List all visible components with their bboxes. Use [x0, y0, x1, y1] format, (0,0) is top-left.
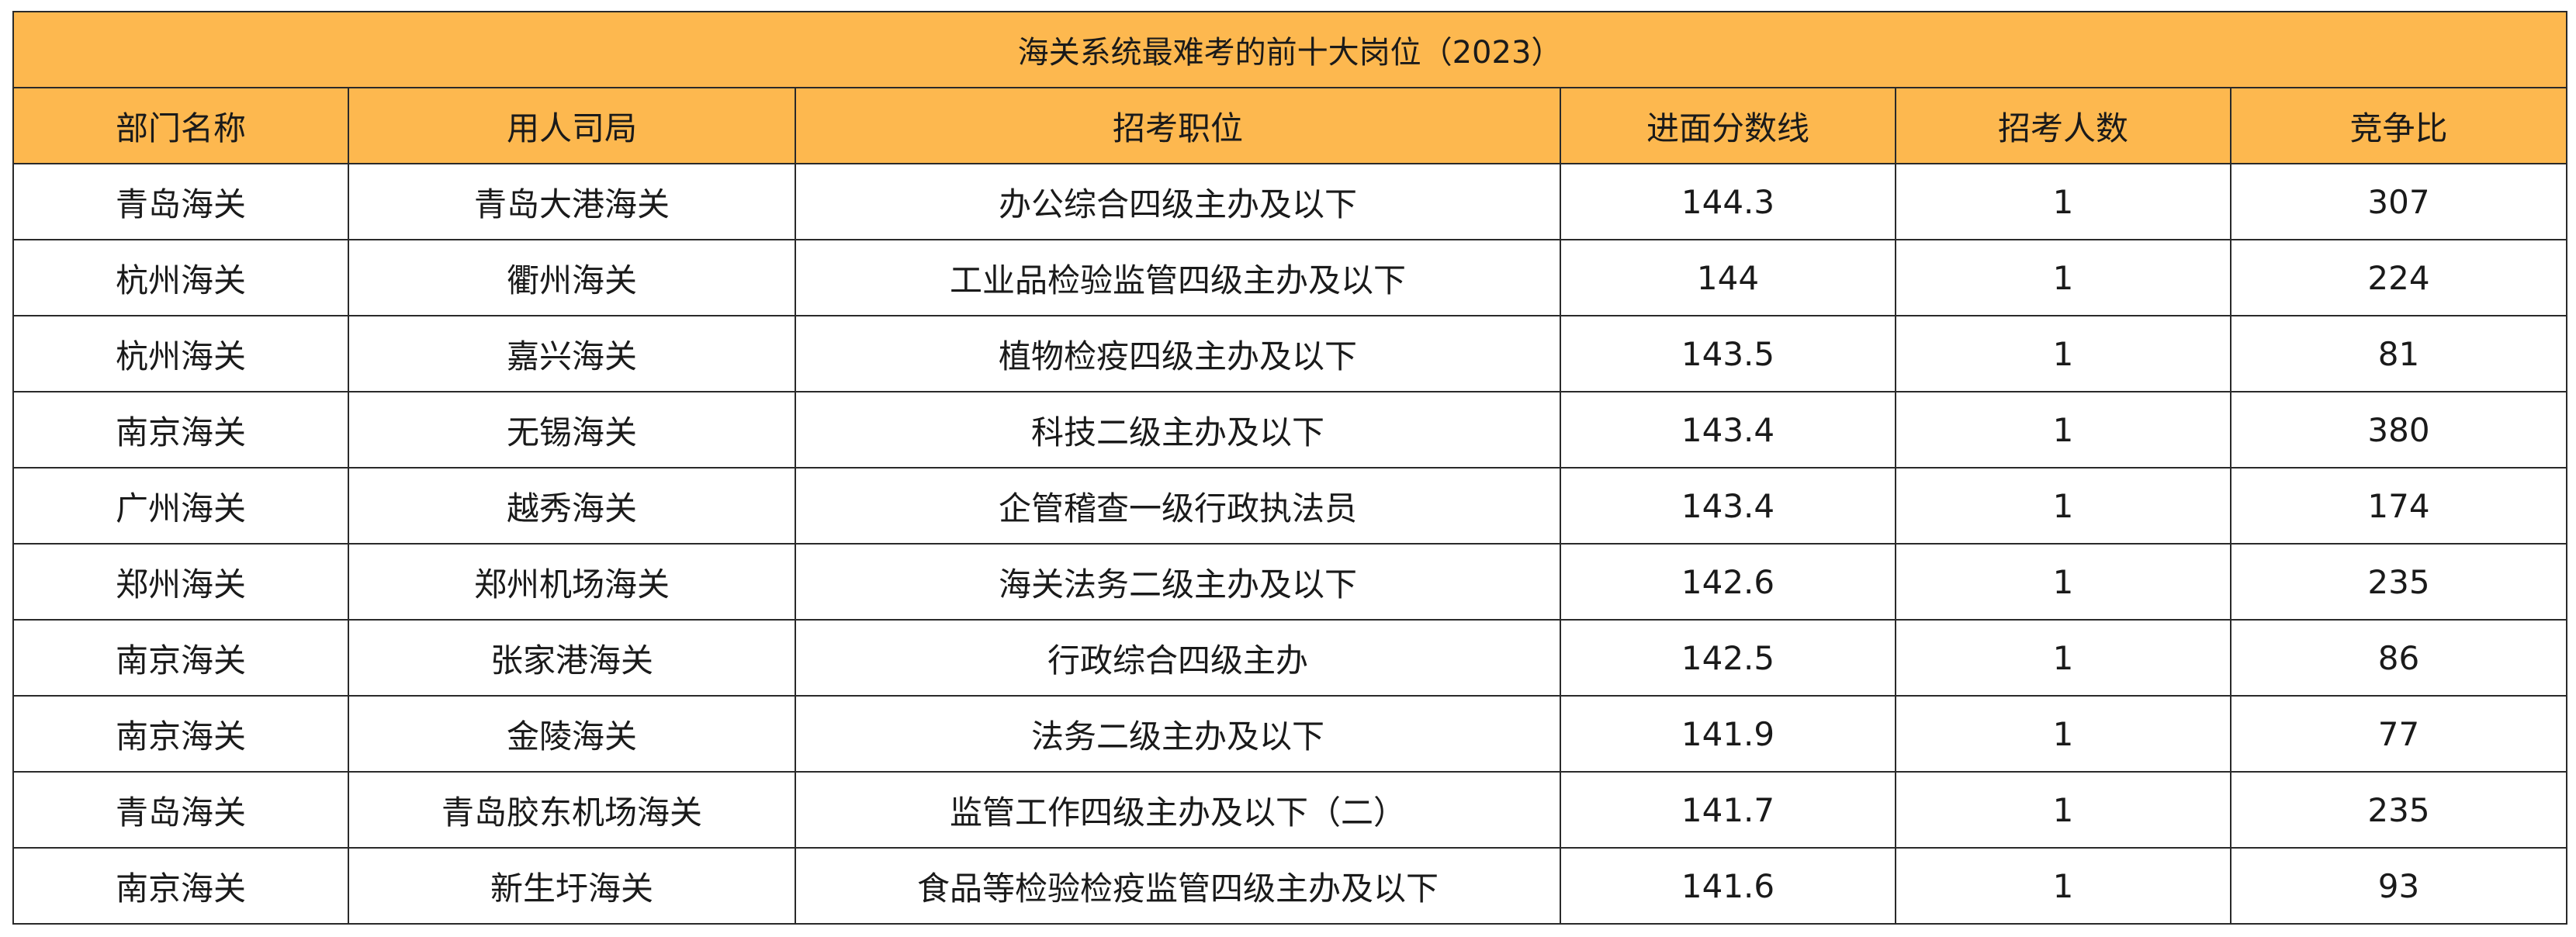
column-header-department: 部门名称	[12, 87, 349, 164]
cell-department: 青岛海关	[12, 771, 349, 849]
cell-cutoff-score: 141.7	[1560, 771, 1896, 849]
cell-position: 法务二级主办及以下	[795, 695, 1561, 773]
cell-department: 杭州海关	[12, 315, 349, 392]
cell-competition-ratio: 380	[2229, 391, 2568, 469]
cell-bureau: 金陵海关	[348, 695, 796, 773]
cell-competition-ratio: 77	[2229, 695, 2568, 773]
cell-competition-ratio: 86	[2229, 619, 2568, 697]
cell-bureau: 衢州海关	[348, 239, 796, 316]
cell-position: 工业品检验监管四级主办及以下	[795, 239, 1561, 316]
table-row: 杭州海关 衢州海关 工业品检验监管四级主办及以下 144 1 224	[12, 239, 2568, 316]
cell-position: 食品等检验检疫监管四级主办及以下	[795, 847, 1561, 925]
cell-bureau: 无锡海关	[348, 391, 796, 469]
cell-department: 南京海关	[12, 695, 349, 773]
cell-department: 郑州海关	[12, 543, 349, 621]
column-header-bureau: 用人司局	[348, 87, 796, 164]
cell-position: 植物检疫四级主办及以下	[795, 315, 1561, 392]
cell-hires: 1	[1895, 543, 2231, 621]
table-row: 青岛海关 青岛胶东机场海关 监管工作四级主办及以下（二） 141.7 1 235	[12, 771, 2568, 849]
cell-department: 南京海关	[12, 847, 349, 925]
cell-cutoff-score: 141.9	[1560, 695, 1896, 773]
cell-competition-ratio: 235	[2229, 771, 2568, 849]
cell-competition-ratio: 235	[2229, 543, 2568, 621]
cell-cutoff-score: 144.3	[1560, 163, 1896, 240]
header-row: 部门名称 用人司局 招考职位 进面分数线 招考人数 竞争比	[12, 87, 2568, 164]
cell-cutoff-score: 141.6	[1560, 847, 1896, 925]
cell-competition-ratio: 81	[2229, 315, 2568, 392]
cell-cutoff-score: 143.4	[1560, 467, 1896, 545]
cell-competition-ratio: 93	[2229, 847, 2568, 925]
cell-department: 南京海关	[12, 619, 349, 697]
cell-position: 海关法务二级主办及以下	[795, 543, 1561, 621]
cell-department: 广州海关	[12, 467, 349, 545]
cell-hires: 1	[1895, 619, 2231, 697]
cell-cutoff-score: 142.6	[1560, 543, 1896, 621]
spreadsheet-table-container: 海关系统最难考的前十大岗位（2023） 部门名称 用人司局 招考职位 进面分数线…	[12, 11, 2568, 925]
cell-position: 行政综合四级主办	[795, 619, 1561, 697]
cell-department: 青岛海关	[12, 163, 349, 240]
cell-hires: 1	[1895, 315, 2231, 392]
table-row: 青岛海关 青岛大港海关 办公综合四级主办及以下 144.3 1 307	[12, 163, 2568, 240]
cell-competition-ratio: 307	[2229, 163, 2568, 240]
column-header-hires: 招考人数	[1895, 87, 2231, 164]
cell-competition-ratio: 224	[2229, 239, 2568, 316]
cell-bureau: 张家港海关	[348, 619, 796, 697]
column-header-competition-ratio: 竞争比	[2229, 87, 2568, 164]
cell-position: 办公综合四级主办及以下	[795, 163, 1561, 240]
cell-bureau: 越秀海关	[348, 467, 796, 545]
table-title: 海关系统最难考的前十大岗位（2023）	[12, 11, 2568, 88]
cell-bureau: 嘉兴海关	[348, 315, 796, 392]
cell-department: 杭州海关	[12, 239, 349, 316]
cell-hires: 1	[1895, 771, 2231, 849]
table-row: 杭州海关 嘉兴海关 植物检疫四级主办及以下 143.5 1 81	[12, 315, 2568, 392]
cell-bureau: 青岛大港海关	[348, 163, 796, 240]
cell-hires: 1	[1895, 847, 2231, 925]
cell-hires: 1	[1895, 695, 2231, 773]
cell-bureau: 郑州机场海关	[348, 543, 796, 621]
table-row: 南京海关 金陵海关 法务二级主办及以下 141.9 1 77	[12, 695, 2568, 773]
cell-hires: 1	[1895, 239, 2231, 316]
cell-cutoff-score: 143.5	[1560, 315, 1896, 392]
table-row: 广州海关 越秀海关 企管稽查一级行政执法员 143.4 1 174	[12, 467, 2568, 545]
cell-cutoff-score: 142.5	[1560, 619, 1896, 697]
cell-cutoff-score: 144	[1560, 239, 1896, 316]
title-row: 海关系统最难考的前十大岗位（2023）	[12, 11, 2568, 88]
table-row: 南京海关 张家港海关 行政综合四级主办 142.5 1 86	[12, 619, 2568, 697]
cell-bureau: 青岛胶东机场海关	[348, 771, 796, 849]
cell-hires: 1	[1895, 467, 2231, 545]
column-header-position: 招考职位	[795, 87, 1561, 164]
table-row: 南京海关 新生圩海关 食品等检验检疫监管四级主办及以下 141.6 1 93	[12, 847, 2568, 925]
cell-hires: 1	[1895, 163, 2231, 240]
cell-bureau: 新生圩海关	[348, 847, 796, 925]
data-table: 海关系统最难考的前十大岗位（2023） 部门名称 用人司局 招考职位 进面分数线…	[12, 11, 2568, 925]
cell-position: 企管稽查一级行政执法员	[795, 467, 1561, 545]
table-row: 南京海关 无锡海关 科技二级主办及以下 143.4 1 380	[12, 391, 2568, 469]
cell-position: 科技二级主办及以下	[795, 391, 1561, 469]
cell-hires: 1	[1895, 391, 2231, 469]
table-row: 郑州海关 郑州机场海关 海关法务二级主办及以下 142.6 1 235	[12, 543, 2568, 621]
cell-cutoff-score: 143.4	[1560, 391, 1896, 469]
column-header-cutoff-score: 进面分数线	[1560, 87, 1896, 164]
cell-department: 南京海关	[12, 391, 349, 469]
cell-position: 监管工作四级主办及以下（二）	[795, 771, 1561, 849]
cell-competition-ratio: 174	[2229, 467, 2568, 545]
